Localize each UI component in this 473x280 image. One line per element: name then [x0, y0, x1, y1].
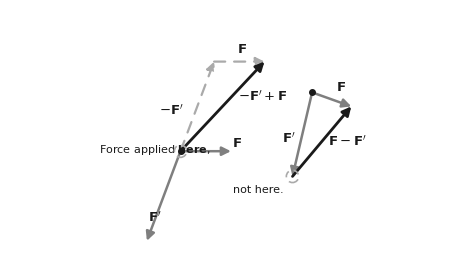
- Text: $\mathbf{F}$: $\mathbf{F}$: [336, 81, 346, 94]
- Text: $\mathbf{F'}$: $\mathbf{F'}$: [282, 131, 296, 146]
- Text: $\mathbf{F} - \mathbf{F'}$: $\mathbf{F} - \mathbf{F'}$: [327, 134, 367, 149]
- Text: $\mathbf{F}$: $\mathbf{F}$: [237, 43, 247, 56]
- Text: $\mathbf{F'}$: $\mathbf{F'}$: [148, 211, 162, 225]
- Text: $-\mathbf{F'}$: $-\mathbf{F'}$: [159, 104, 184, 118]
- Text: $-\mathbf{F'} + \mathbf{F}$: $-\mathbf{F'} + \mathbf{F}$: [237, 89, 287, 104]
- Text: $\mathbf{F}$: $\mathbf{F}$: [232, 137, 242, 150]
- Text: Force applied $\mathbf{here}$,: Force applied $\mathbf{here}$,: [99, 143, 211, 157]
- Text: not here.: not here.: [234, 185, 284, 195]
